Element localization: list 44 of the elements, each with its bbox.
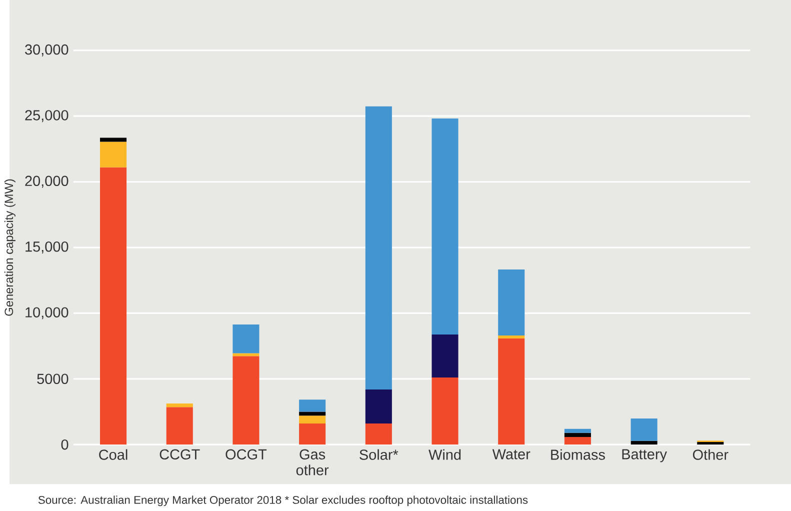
bar [432, 118, 458, 335]
bar [166, 404, 193, 408]
bar [564, 432, 591, 438]
bar [630, 418, 658, 442]
bar [232, 324, 260, 354]
bar [432, 378, 458, 445]
y-axis-title: Generation capacity (MW) [4, 179, 16, 316]
bar [299, 416, 326, 424]
x-tick-label: Solar* [360, 449, 398, 460]
bar [299, 400, 326, 412]
bar [432, 334, 458, 378]
y-tick-label: 15,000 [26, 242, 68, 254]
x-tick-label: Biomass [551, 449, 605, 460]
bar [232, 356, 260, 445]
bar [498, 338, 525, 445]
y-tick-label: 25,000 [25, 110, 68, 122]
bar [166, 407, 193, 445]
y-tick-label: 0 [61, 440, 68, 450]
x-tick-label: CCGT [160, 449, 200, 460]
bar [100, 167, 127, 445]
bar [498, 270, 525, 336]
x-tick-label: Water [492, 449, 530, 460]
y-tick-label: 5000 [37, 374, 68, 384]
bar [564, 429, 591, 433]
bar [299, 424, 326, 445]
bar [299, 412, 326, 416]
bar [100, 142, 127, 168]
bar [498, 336, 525, 339]
source-note: Source: Australian Energy Market Operator 2018 * Solar excludes rooftop photovoltaic installations [38, 496, 528, 506]
bar [697, 442, 724, 445]
x-tick-label: Other [692, 449, 728, 460]
bar [630, 441, 658, 445]
bar [365, 106, 392, 390]
y-tick-label: 10,000 [26, 307, 68, 320]
bar [365, 424, 392, 445]
bar [365, 390, 392, 424]
y-tick-label: 30,000 [25, 44, 68, 56]
x-tick-label: Gas other [296, 449, 329, 476]
x-tick-label: Coal [99, 449, 128, 460]
bar [564, 437, 591, 445]
x-tick-label: OCGT [226, 449, 267, 460]
x-tick-label: Wind [428, 449, 461, 460]
x-tick-label: Battery [622, 449, 667, 462]
y-tick-label: 20,000 [25, 176, 68, 188]
